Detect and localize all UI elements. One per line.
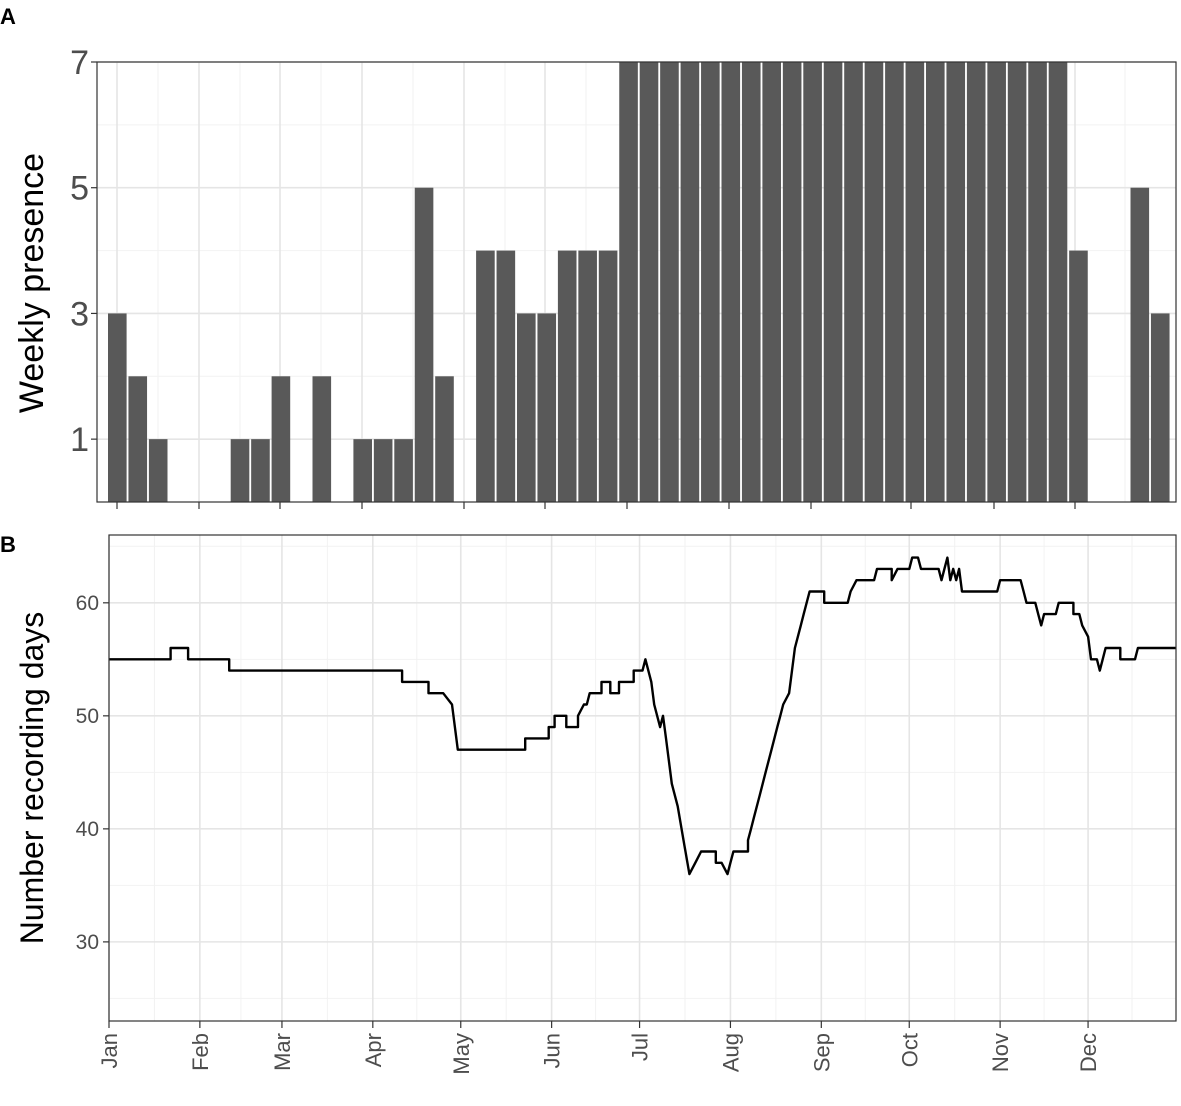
x-tick-label-sep: Sep <box>809 1033 834 1072</box>
presence-bar <box>803 62 822 502</box>
presence-bar <box>741 62 761 502</box>
presence-bar <box>517 313 536 502</box>
presence-bar <box>619 62 638 502</box>
x-tick-label-may: May <box>449 1033 474 1075</box>
presence-bar <box>271 376 291 502</box>
panel-b-y-axis-label: Number recording days <box>14 612 50 945</box>
presence-bar <box>782 62 802 502</box>
presence-bar <box>701 62 720 502</box>
x-tick-label-nov: Nov <box>988 1033 1013 1072</box>
presence-bar <box>660 62 679 502</box>
presence-bar <box>394 439 413 502</box>
panel-b-background <box>109 535 1176 1021</box>
presence-bar <box>1007 62 1027 502</box>
presence-bar <box>905 62 925 502</box>
presence-bar <box>864 62 884 502</box>
presence-bar <box>435 376 454 502</box>
panel-a-bars <box>108 62 1170 502</box>
presence-bar <box>844 62 863 502</box>
x-tick-label-jan: Jan <box>97 1033 122 1068</box>
panel-b-chart: 30 40 50 60 Jan Feb Mar Apr May Jun Jul Aug Sep Oct N… <box>76 534 1177 1075</box>
presence-bar <box>721 62 741 502</box>
presence-bar <box>148 439 168 502</box>
presence-bar <box>823 62 843 502</box>
presence-bar <box>230 439 250 502</box>
presence-bar <box>1028 62 1047 502</box>
presence-bar <box>476 250 495 502</box>
presence-bar <box>557 250 577 502</box>
x-tick-label-feb: Feb <box>188 1033 213 1071</box>
y-tick-label: 1 <box>70 421 89 459</box>
presence-bar <box>312 376 332 502</box>
y-tick-label: 40 <box>76 818 99 841</box>
x-tick-label-aug: Aug <box>718 1033 743 1072</box>
panel-b-x-ticks: Jan Feb Mar Apr May Jun Jul Aug Sep Oct Nov Dec <box>97 1021 1101 1075</box>
x-tick-label-oct: Oct <box>897 1033 922 1067</box>
panel-a-border <box>96 61 1177 503</box>
y-tick-label: 5 <box>70 170 89 208</box>
presence-bar <box>926 62 945 502</box>
presence-bar <box>762 62 781 502</box>
presence-bar <box>966 62 986 502</box>
presence-bar <box>251 439 270 502</box>
recording-days-line <box>109 556 1176 876</box>
x-tick-label-jul: Jul <box>628 1033 653 1061</box>
presence-bar <box>987 62 1006 502</box>
x-tick-label-mar: Mar <box>270 1033 295 1071</box>
presence-bar <box>680 62 700 502</box>
presence-bar <box>1150 313 1170 502</box>
presence-bar <box>1130 187 1150 502</box>
panel-a-y-ticks: 1 3 5 7 <box>70 44 97 459</box>
y-tick-label: 30 <box>76 931 99 954</box>
presence-bar <box>639 62 659 502</box>
presence-bar <box>373 439 393 502</box>
x-tick-label-jun: Jun <box>540 1033 565 1068</box>
panel-b-y-ticks: 30 40 50 60 <box>76 592 109 954</box>
presence-bar <box>1048 62 1068 502</box>
presence-bar <box>108 313 127 502</box>
presence-bar <box>537 313 557 502</box>
presence-bar <box>496 250 516 502</box>
presence-bar <box>946 62 966 502</box>
y-tick-label: 50 <box>76 705 99 728</box>
presence-bar <box>353 439 372 502</box>
presence-bar <box>128 376 148 502</box>
x-tick-label-dec: Dec <box>1076 1033 1101 1072</box>
y-tick-label: 60 <box>76 592 99 615</box>
y-tick-label: 3 <box>70 295 89 333</box>
presence-bar <box>598 250 618 502</box>
panel-a-x-ticks <box>116 502 1076 509</box>
presence-bar <box>414 187 434 502</box>
panel-b-border <box>108 534 1177 1022</box>
presence-bar <box>885 62 904 502</box>
panel-a-label: A <box>0 4 16 29</box>
panel-a-chart: 1 3 5 7 <box>70 44 1177 509</box>
presence-bar <box>578 250 597 502</box>
panel-b-label: B <box>0 532 16 557</box>
presence-bar <box>1069 250 1088 502</box>
panel-a-y-axis-label: Weekly presence <box>13 153 51 413</box>
x-tick-label-apr: Apr <box>361 1033 386 1067</box>
y-tick-label: 7 <box>70 44 89 82</box>
